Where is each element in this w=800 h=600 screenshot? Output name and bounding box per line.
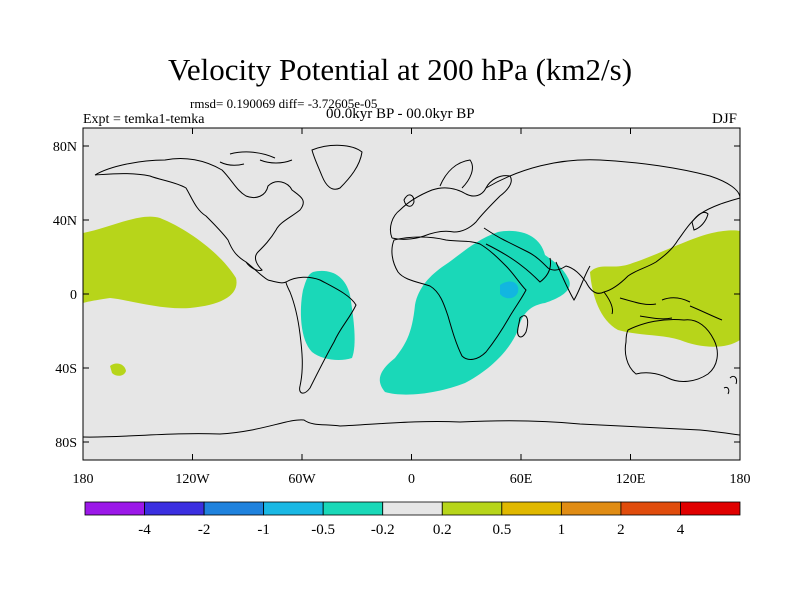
- colorbar-label: 1: [558, 522, 566, 538]
- lon-tick-label: 180: [73, 472, 94, 487]
- lon-tick-label: 60E: [510, 472, 533, 487]
- colorbar: -4 -2 -1 -0.5 -0.2 0.2 0.5 1 2 4: [84, 501, 741, 538]
- greenland-coastline: [311, 144, 363, 190]
- colorbar-label: -2: [198, 522, 211, 538]
- colorbar-swatch: [620, 501, 681, 516]
- australia-coastline: [624, 319, 718, 382]
- colorbar-label: -0.5: [311, 522, 335, 538]
- lon-tick-label: 120E: [616, 472, 646, 487]
- colorbar-label: 2: [617, 522, 625, 538]
- lon-tick-label: 120W: [175, 472, 210, 487]
- lon-tick-label: 180: [730, 472, 751, 487]
- latitude-axis: 80N 40N 0 40S 80S: [53, 140, 740, 451]
- lat-tick-label: 0: [70, 288, 77, 303]
- lon-tick-label: 0: [408, 472, 415, 487]
- lon-tick-label: 60W: [288, 472, 316, 487]
- colorbar-label: -0.2: [371, 522, 395, 538]
- coastlines: [83, 144, 740, 438]
- experiment-label: Expt = temka1-temka: [83, 112, 205, 127]
- south-pacific-positive-blob: [110, 363, 126, 376]
- lat-tick-label: 40N: [53, 214, 77, 229]
- southeast-asia-coastline: [603, 291, 723, 321]
- colorbar-swatch: [501, 501, 562, 516]
- colorbar-label: -4: [138, 522, 151, 538]
- colorbar-swatch: [560, 501, 622, 516]
- longitude-axis: 180 120W 60W 0 60E 120E 180: [73, 128, 751, 487]
- arabia-coastline: [485, 243, 551, 283]
- colorbar-swatch: [680, 501, 741, 516]
- madagascar-coastline: [517, 315, 529, 338]
- north-america-coastline: [94, 157, 304, 271]
- positive-anomaly-fields: [83, 216, 740, 376]
- stats-line: rmsd= 0.190069 diff= -3.72605e-05: [190, 96, 378, 111]
- south-america-coastline: [285, 276, 357, 394]
- british-isles-coastline: [403, 194, 415, 207]
- lat-tick-label: 40S: [55, 362, 77, 377]
- antarctica-coastline: [83, 419, 740, 438]
- colorbar-label: -1: [257, 522, 270, 538]
- colorbar-label: 4: [677, 522, 685, 538]
- colorbar-label: 0.5: [492, 522, 511, 538]
- period-label: 00.0kyr BP - 00.0kyr BP: [326, 106, 475, 122]
- africa-indian-ocean-negative-anomaly: [379, 230, 570, 395]
- japan-coastline: [691, 211, 709, 231]
- central-pacific-positive-anomaly: [83, 216, 237, 309]
- equatorial-indian-ocean-core: [500, 281, 519, 299]
- colorbar-swatch: [322, 501, 384, 516]
- asia-coastline: [483, 159, 740, 294]
- scandinavia-coastline: [439, 159, 473, 189]
- new-zealand-coastline: [723, 375, 737, 395]
- south-america-negative-anomaly: [300, 270, 355, 360]
- maritime-continent-positive-anomaly: [590, 230, 740, 347]
- colorbar-swatch: [203, 501, 265, 516]
- africa-coastline: [391, 236, 527, 360]
- lat-tick-label: 80S: [55, 436, 77, 451]
- colorbar-swatch: [84, 501, 145, 516]
- lat-tick-label: 80N: [53, 140, 77, 155]
- negative-anomaly-fields: [300, 230, 570, 395]
- india-coastline: [555, 261, 591, 301]
- arctic-islands-coastline: [219, 151, 293, 166]
- colorbar-swatch: [441, 501, 503, 516]
- plot-title: Velocity Potential at 200 hPa (km2/s): [167, 52, 633, 87]
- colorbar-swatch: [382, 501, 443, 516]
- season-label: DJF: [712, 111, 738, 127]
- central-america-coastline: [245, 261, 287, 284]
- colorbar-swatch: [144, 501, 205, 516]
- colorbar-swatch: [263, 501, 324, 516]
- colorbar-label: 0.2: [433, 522, 452, 538]
